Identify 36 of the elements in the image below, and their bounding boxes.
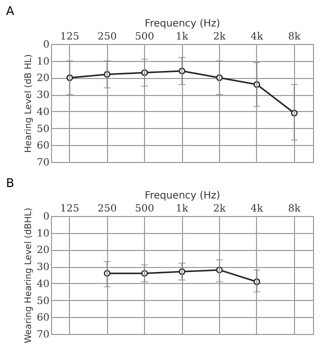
y-tick-label: 60 bbox=[36, 312, 50, 324]
x-tick-label: 500 bbox=[135, 32, 154, 42]
y-tick-label: 30 bbox=[36, 90, 50, 102]
x-tick-label: 4k bbox=[250, 204, 264, 214]
x-tick-label: 125 bbox=[60, 32, 80, 42]
y-tick-label: 40 bbox=[36, 278, 50, 290]
y-tick-label: 10 bbox=[36, 228, 50, 240]
y-tick-label: 0 bbox=[43, 40, 50, 50]
x-tick-label: 8k bbox=[288, 32, 302, 42]
y-tick-label: 50 bbox=[36, 124, 50, 135]
y-tick-label: 10 bbox=[36, 56, 50, 68]
x-tick-label: 125 bbox=[60, 204, 80, 214]
x-tick-label: 1k bbox=[176, 32, 190, 42]
y-tick-label: 20 bbox=[36, 73, 50, 84]
chart-title: B bbox=[6, 176, 14, 190]
x-tick-label: 2k bbox=[213, 204, 227, 214]
y-tick-label: 40 bbox=[36, 106, 50, 118]
y-tick-label: 70 bbox=[36, 158, 50, 168]
y-tick-label: 30 bbox=[36, 262, 50, 274]
x-tick-label: 2k bbox=[213, 32, 227, 42]
x-tick-label: 4k bbox=[250, 32, 264, 42]
x-tick-label: 500 bbox=[135, 204, 154, 214]
x-tick-label: 250 bbox=[98, 204, 117, 214]
y-tick-label: 60 bbox=[36, 140, 50, 152]
x-tick-label: 1k bbox=[176, 204, 190, 214]
chart-title: A bbox=[6, 4, 15, 18]
y-axis-title: Wearing Hearing Level (dBHL) bbox=[24, 208, 34, 344]
y-tick-label: 50 bbox=[36, 296, 50, 307]
y-axis-title: Hearing Level (dB HL) bbox=[24, 54, 34, 153]
x-tick-label: 250 bbox=[98, 32, 117, 42]
x-axis-title: Frequency (Hz) bbox=[144, 190, 220, 202]
x-tick-label: 8k bbox=[288, 204, 302, 214]
y-tick-label: 20 bbox=[36, 245, 50, 256]
y-tick-label: 70 bbox=[36, 330, 50, 340]
y-tick-label: 0 bbox=[43, 212, 50, 222]
x-axis-title: Frequency (Hz) bbox=[144, 18, 220, 30]
